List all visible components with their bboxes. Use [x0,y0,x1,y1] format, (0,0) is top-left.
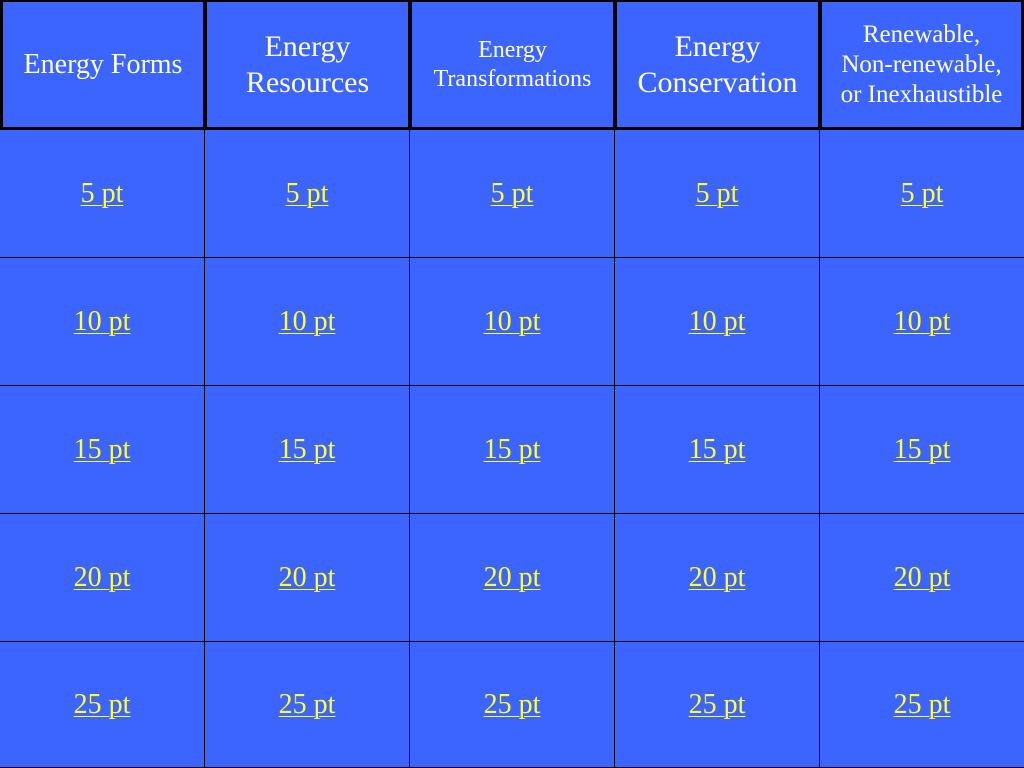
board-cell: 10 pt [820,258,1024,386]
question-link-energy-forms-25[interactable]: 25 pt [73,688,131,720]
category-header-energy-transformations: Energy Transformations [410,0,615,130]
category-header-energy-forms: Energy Forms [0,0,205,130]
board-cell: 10 pt [0,258,205,386]
question-link-energy-transformations-10[interactable]: 10 pt [483,305,541,337]
question-link-energy-forms-20[interactable]: 20 pt [73,561,131,593]
board-cell: 15 pt [205,386,410,514]
question-link-energy-transformations-15[interactable]: 15 pt [483,433,541,465]
question-link-energy-forms-15[interactable]: 15 pt [73,433,131,465]
board-cell: 5 pt [205,130,410,258]
question-link-energy-conservation-15[interactable]: 15 pt [688,433,746,465]
board-cell: 25 pt [820,642,1024,768]
category-label: Renewable, Non-renewable, or Inexhaustib… [840,20,1003,108]
board-cell: 5 pt [820,130,1024,258]
question-link-energy-conservation-5[interactable]: 5 pt [695,177,739,209]
category-label: Energy Forms [23,48,183,80]
board-cell: 10 pt [410,258,615,386]
category-header-energy-conservation: Energy Conservation [615,0,820,130]
question-link-energy-conservation-25[interactable]: 25 pt [688,688,746,720]
board-cell: 15 pt [410,386,615,514]
board-cell: 20 pt [615,514,820,642]
category-label: Energy Transformations [433,36,592,92]
board-cell: 15 pt [615,386,820,514]
board-cell: 25 pt [615,642,820,768]
question-link-energy-resources-15[interactable]: 15 pt [278,433,336,465]
question-link-energy-conservation-10[interactable]: 10 pt [688,305,746,337]
question-link-energy-forms-5[interactable]: 5 pt [80,177,124,209]
board-cell: 5 pt [0,130,205,258]
question-link-energy-resources-5[interactable]: 5 pt [285,177,329,209]
board-cell: 10 pt [615,258,820,386]
question-link-energy-resources-25[interactable]: 25 pt [278,688,336,720]
category-header-renewable: Renewable, Non-renewable, or Inexhaustib… [820,0,1024,130]
board-cell: 25 pt [410,642,615,768]
question-link-energy-conservation-20[interactable]: 20 pt [688,561,746,593]
question-link-energy-transformations-25[interactable]: 25 pt [483,688,541,720]
board-cell: 20 pt [410,514,615,642]
board-cell: 5 pt [615,130,820,258]
question-link-renewable-5[interactable]: 5 pt [900,177,944,209]
question-link-renewable-15[interactable]: 15 pt [893,433,951,465]
question-link-energy-resources-10[interactable]: 10 pt [278,305,336,337]
board-cell: 20 pt [820,514,1024,642]
board-cell: 25 pt [205,642,410,768]
board-cell: 25 pt [0,642,205,768]
question-link-energy-resources-20[interactable]: 20 pt [278,561,336,593]
board-cell: 20 pt [0,514,205,642]
question-link-renewable-20[interactable]: 20 pt [893,561,951,593]
question-link-renewable-10[interactable]: 10 pt [893,305,951,337]
question-link-energy-transformations-20[interactable]: 20 pt [483,561,541,593]
board-cell: 20 pt [205,514,410,642]
category-label: Energy Conservation [637,29,798,99]
board-cell: 10 pt [205,258,410,386]
board-cell: 15 pt [0,386,205,514]
board-cell: 5 pt [410,130,615,258]
question-link-renewable-25[interactable]: 25 pt [893,688,951,720]
board-cell: 15 pt [820,386,1024,514]
category-header-energy-resources: Energy Resources [205,0,410,130]
question-link-energy-forms-10[interactable]: 10 pt [73,305,131,337]
category-label: Energy Resources [245,29,370,99]
question-link-energy-transformations-5[interactable]: 5 pt [490,177,534,209]
